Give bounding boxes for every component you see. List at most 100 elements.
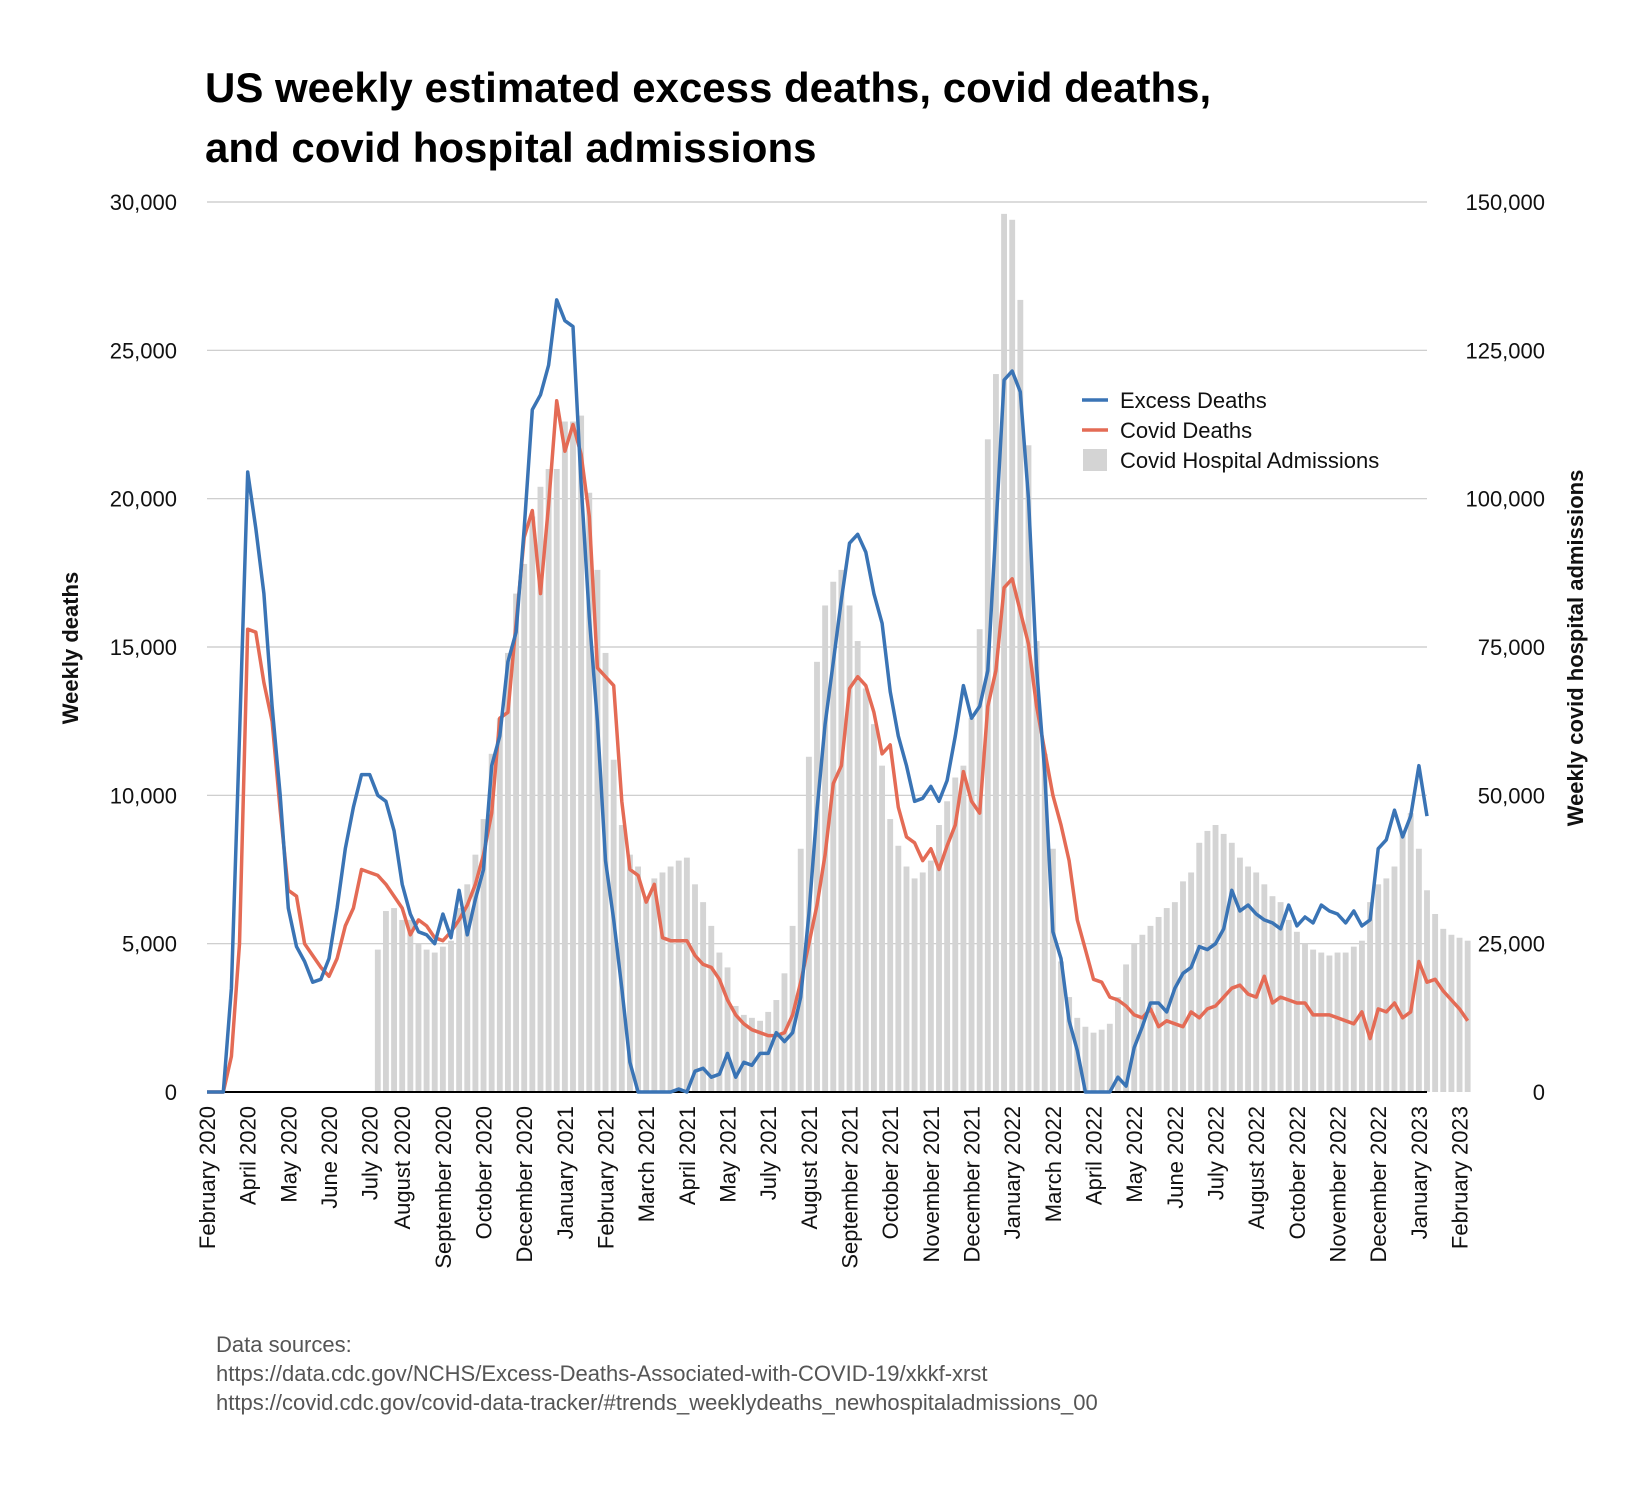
admissions-bar: [586, 492, 593, 1092]
admissions-bar: [708, 925, 715, 1092]
y2-tick-label: 0: [1533, 1080, 1545, 1105]
admissions-bar: [1350, 946, 1357, 1092]
admissions-bar: [659, 872, 666, 1092]
admissions-bar: [1334, 952, 1341, 1092]
y-tick-label: 15,000: [110, 635, 177, 660]
chart-canvas: 0 5,000 10,000 15,000 20,000 25,000 30,000 0 25…: [58, 190, 1588, 1269]
admissions-bar: [1212, 825, 1219, 1092]
legend-swatch: [1083, 449, 1107, 471]
admissions-bar: [1391, 866, 1398, 1092]
chart-title-line-1: US weekly estimated excess deaths, covid…: [205, 64, 1212, 111]
admissions-bar: [1383, 878, 1390, 1092]
admissions-bar: [887, 819, 894, 1092]
x-tick-label: December 2020: [512, 1106, 537, 1263]
x-tick-label: June 2020: [317, 1106, 342, 1209]
admissions-bar: [627, 854, 633, 1092]
admissions-bar: [952, 777, 959, 1092]
x-tick-label: February 2020: [195, 1106, 220, 1249]
legend-item-covid-deaths: Covid Deaths: [1082, 418, 1252, 443]
admissions-bar: [651, 878, 658, 1092]
admissions-bar: [578, 415, 585, 1093]
admissions-bar: [1399, 830, 1406, 1092]
admissions-bar: [1196, 842, 1203, 1092]
left-axis-ticks: 0 5,000 10,000 15,000 20,000 25,000 30,000: [110, 190, 177, 1105]
admissions-bar: [919, 872, 926, 1092]
data-sources: Data sources: https://data.cdc.gov/NCHS/…: [216, 1330, 1098, 1417]
admissions-bar: [423, 949, 430, 1092]
admissions-bar: [1326, 955, 1333, 1092]
admissions-bar: [529, 516, 536, 1092]
admissions-bar: [1123, 964, 1129, 1092]
admissions-bar: [1098, 1029, 1105, 1092]
legend-label: Excess Deaths: [1120, 388, 1267, 413]
admissions-bar: [862, 688, 869, 1092]
y2-tick-label: 50,000: [1478, 783, 1545, 808]
admissions-bar: [879, 765, 885, 1092]
y-tick-label: 5,000: [122, 932, 177, 957]
x-tick-label: October 2022: [1285, 1106, 1310, 1239]
y-tick-label: 30,000: [110, 190, 177, 215]
x-tick-label: April 2020: [236, 1106, 261, 1205]
admissions-bar: [505, 652, 511, 1092]
admissions-bar: [1001, 213, 1007, 1092]
source-link-2[interactable]: https://covid.cdc.gov/covid-data-tracker…: [216, 1390, 1098, 1415]
admissions-bar: [1066, 997, 1073, 1092]
admissions-bar: [439, 946, 446, 1092]
admissions-bar: [1448, 934, 1455, 1092]
admissions-bar: [415, 943, 422, 1092]
x-tick-label: January 2022: [1000, 1106, 1025, 1239]
admissions-bar: [1180, 881, 1186, 1092]
x-tick-label: February 2023: [1448, 1106, 1473, 1249]
admissions-bar: [968, 718, 975, 1092]
x-tick-label: September 2020: [431, 1106, 456, 1269]
admissions-bar: [1464, 940, 1471, 1092]
admissions-bar: [1285, 919, 1292, 1092]
admissions-bar: [399, 919, 406, 1092]
admissions-bar: [700, 902, 707, 1092]
admissions-bar: [846, 605, 853, 1092]
admissions-bar: [391, 908, 397, 1092]
x-tick-label: July 2022: [1204, 1106, 1229, 1200]
y2-tick-label: 150,000: [1465, 190, 1545, 215]
x-tick-label: January 2023: [1407, 1106, 1432, 1239]
admissions-bar: [464, 884, 471, 1092]
admissions-bar: [936, 825, 942, 1092]
admissions-bar: [944, 801, 951, 1092]
admissions-bar: [993, 374, 999, 1093]
y2-axis-label: Weekly covid hospital admissions: [1563, 470, 1588, 827]
admissions-bar: [1220, 833, 1227, 1092]
admissions-bar: [618, 825, 625, 1092]
admissions-bar: [1041, 753, 1048, 1092]
admissions-bar: [496, 718, 503, 1092]
x-tick-label: February 2021: [594, 1106, 619, 1249]
x-tick-label: August 2020: [390, 1106, 415, 1230]
admissions-bars: [374, 213, 1471, 1093]
source-link-1[interactable]: https://data.cdc.gov/NCHS/Excess-Deaths-…: [216, 1361, 988, 1386]
y2-tick-label: 75,000: [1478, 635, 1545, 660]
admissions-bar: [716, 952, 723, 1092]
admissions-bar: [561, 421, 568, 1092]
admissions-bar: [838, 569, 845, 1092]
admissions-bar: [675, 860, 682, 1092]
admissions-bar: [960, 765, 967, 1092]
admissions-bar: [740, 1014, 747, 1092]
x-tick-label: January 2021: [553, 1106, 578, 1239]
y2-tick-label: 100,000: [1465, 487, 1545, 512]
right-axis-ticks: 0 25,000 50,000 75,000 100,000 125,000 150,000: [1465, 190, 1545, 1105]
admissions-bar: [773, 1000, 780, 1092]
x-tick-label: July 2021: [756, 1106, 781, 1200]
admissions-bar: [871, 724, 877, 1092]
x-tick-label: December 2021: [960, 1106, 985, 1263]
admissions-bar: [537, 486, 544, 1092]
admissions-bar: [749, 1017, 755, 1092]
admissions-bar: [1139, 934, 1146, 1092]
y-tick-label: 20,000: [110, 487, 177, 512]
sources-heading: Data sources:: [216, 1332, 352, 1357]
admissions-bar: [724, 967, 731, 1092]
admissions-bar: [431, 952, 438, 1092]
admissions-bar: [594, 569, 601, 1092]
admissions-bar: [814, 661, 820, 1092]
admissions-bar: [1204, 830, 1211, 1092]
admissions-bar: [927, 860, 934, 1092]
admissions-bar: [1456, 937, 1463, 1092]
